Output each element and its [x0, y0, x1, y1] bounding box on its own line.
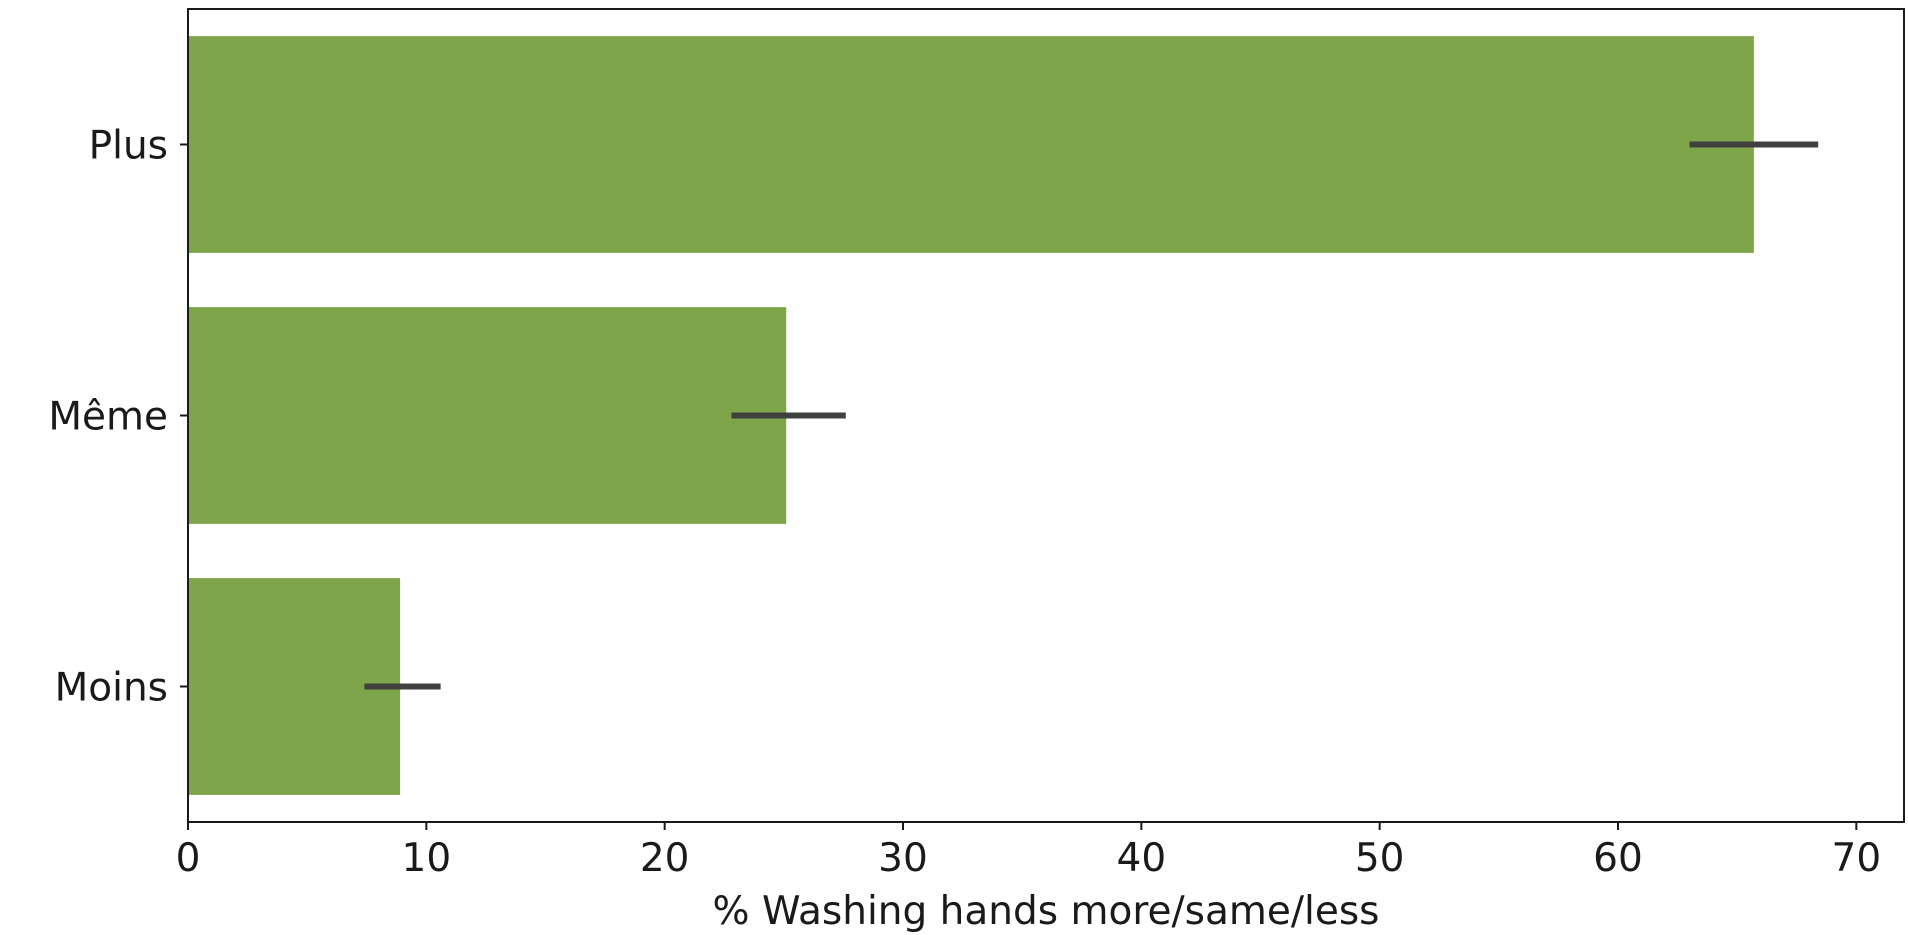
x-tick-label: 70	[1832, 836, 1882, 881]
x-tick-label: 20	[640, 836, 690, 881]
x-tick-label: 0	[176, 836, 201, 881]
x-tick-label: 50	[1355, 836, 1405, 881]
y-tick-label: Moins	[55, 666, 168, 711]
y-axis-ticks: Plus Même Moins	[48, 124, 188, 711]
bars-group	[188, 36, 1754, 795]
bar-meme	[188, 307, 787, 524]
x-tick-label: 10	[402, 836, 452, 881]
x-tick-label: 60	[1593, 836, 1643, 881]
y-tick-label: Plus	[89, 124, 168, 169]
x-axis-label: % Washing hands more/same/less	[713, 889, 1380, 934]
x-tick-label: 40	[1117, 836, 1167, 881]
x-axis-ticks: 0 10 20 30 40 50 60 70	[176, 822, 1882, 881]
error-bars-group	[364, 141, 1819, 690]
x-tick-label: 30	[878, 836, 928, 881]
y-tick-label: Même	[48, 395, 168, 440]
bar-plus	[188, 36, 1754, 253]
